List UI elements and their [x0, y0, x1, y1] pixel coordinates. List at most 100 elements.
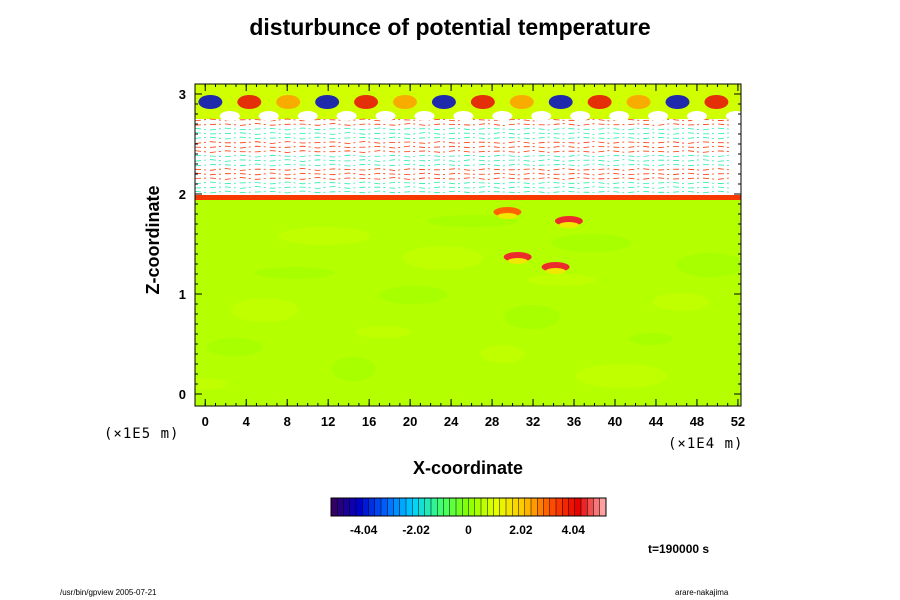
heatmap-cell [230, 298, 299, 322]
colorbar-segment [349, 498, 357, 516]
heatmap-cell [278, 227, 371, 245]
heatmap-region [195, 195, 741, 200]
chart-title: disturbunce of potential temperature [249, 14, 651, 40]
contour-line [195, 150, 733, 153]
colorbar-segment [381, 498, 388, 516]
x-tick-label: 8 [284, 414, 291, 429]
colorbar-segment [462, 498, 469, 516]
colorbar-segment [518, 498, 526, 516]
eddy-cell [509, 95, 534, 109]
colorbar-segment [549, 498, 557, 516]
colorbar-segment [337, 498, 344, 516]
x-tick-label: 48 [690, 414, 704, 429]
heatmap-region [195, 199, 741, 406]
eddy-cell [375, 111, 396, 121]
colorbar-segment [531, 498, 538, 516]
colorbar-frame [330, 497, 607, 517]
colorbar-segment [437, 498, 444, 516]
x-tick-label: 28 [485, 414, 499, 429]
colorbar-tick-label: -2.02 [402, 523, 430, 537]
thermal-feature [507, 258, 528, 264]
colorbar-segment [393, 498, 401, 516]
eddy-cell [237, 95, 262, 109]
eddy-cell [393, 95, 417, 109]
colorbar-tick-label: -4.04 [350, 523, 378, 537]
colorbar-segment [574, 498, 582, 516]
contour-line [195, 181, 733, 185]
heatmap-cell [402, 246, 483, 270]
heatmap-cell [426, 215, 519, 227]
heatmap-cell [480, 345, 525, 363]
colorbar-segment [374, 498, 382, 516]
heatmap-cell [355, 326, 412, 338]
colorbar-segment [362, 498, 369, 516]
plot-frame [194, 83, 742, 407]
x-tick-label: 16 [362, 414, 376, 429]
eddy-cell [219, 111, 240, 121]
x-tick-label: 52 [731, 414, 745, 429]
thermal-feature [545, 268, 566, 274]
heatmap-cell [331, 357, 376, 381]
colorbar-segment [412, 498, 419, 516]
heatmap-cell [195, 378, 228, 390]
colorbar-segment [356, 498, 363, 516]
heatmap-cell [676, 253, 741, 277]
eddy-cell [414, 111, 435, 121]
colorbar-segment [543, 498, 551, 516]
colorbar-segment [487, 498, 494, 516]
eddy-cell [725, 111, 741, 121]
x-tick-label: 40 [608, 414, 622, 429]
eddy-cell [315, 95, 340, 109]
eddy-cell [297, 111, 318, 121]
colorbar-segment [599, 498, 607, 516]
x-tick-label: 20 [403, 414, 417, 429]
colorbar-segment [399, 498, 407, 516]
colorbar-segment [406, 498, 413, 516]
eddy-cell [258, 111, 279, 121]
colorbar-tick-label: 4.04 [562, 523, 586, 537]
heatmap-field [195, 84, 741, 406]
y-tick-label: 2 [179, 187, 186, 202]
colorbar-segment [449, 498, 457, 516]
eddy-cell [354, 95, 379, 109]
colorbar-segment [456, 498, 463, 516]
colorbar-segment [556, 498, 563, 516]
y-tick-label: 0 [179, 387, 186, 402]
eddy-cell [198, 95, 223, 109]
colorbar-segment [524, 498, 532, 516]
heatmap-cell [254, 267, 335, 279]
x-tick-label: 24 [444, 414, 459, 429]
colorbar-segment [387, 498, 394, 516]
colorbar-segment [468, 498, 476, 516]
eddy-cell [587, 95, 612, 109]
eddy-cell [431, 95, 456, 109]
contour-line [195, 172, 733, 176]
eddy-cell [570, 111, 591, 121]
x-tick-label: 0 [202, 414, 209, 429]
colorbar-tick-label: 2.02 [509, 523, 533, 537]
colorbar-segment [506, 498, 513, 516]
eddy-cell [626, 95, 651, 109]
x-tick-label: 4 [243, 414, 251, 429]
x-axis-unit: (×1E4 m) [668, 436, 744, 452]
y-tick-label: 1 [179, 287, 186, 302]
time-label: t=190000 s [648, 542, 710, 556]
x-tick-label: 36 [567, 414, 581, 429]
eddy-cell [492, 111, 513, 121]
colorbar-segment [331, 498, 338, 516]
eddy-cell [453, 111, 474, 121]
colorbar-segment [431, 498, 438, 516]
eddy-cell [548, 95, 573, 109]
y-tick-label: 3 [179, 87, 186, 102]
colorbar-segment [581, 498, 588, 516]
x-tick-label: 12 [321, 414, 335, 429]
colorbar-segment [418, 498, 426, 516]
colorbar-segment [493, 498, 501, 516]
x-tick-label: 44 [649, 414, 664, 429]
colorbar-tick-label: 0 [465, 523, 472, 537]
colorbar-segment [593, 498, 601, 516]
heatmap-cell [575, 364, 668, 388]
heatmap-region [195, 119, 741, 195]
eddy-cell [531, 111, 552, 121]
heatmap-cell [652, 293, 709, 311]
